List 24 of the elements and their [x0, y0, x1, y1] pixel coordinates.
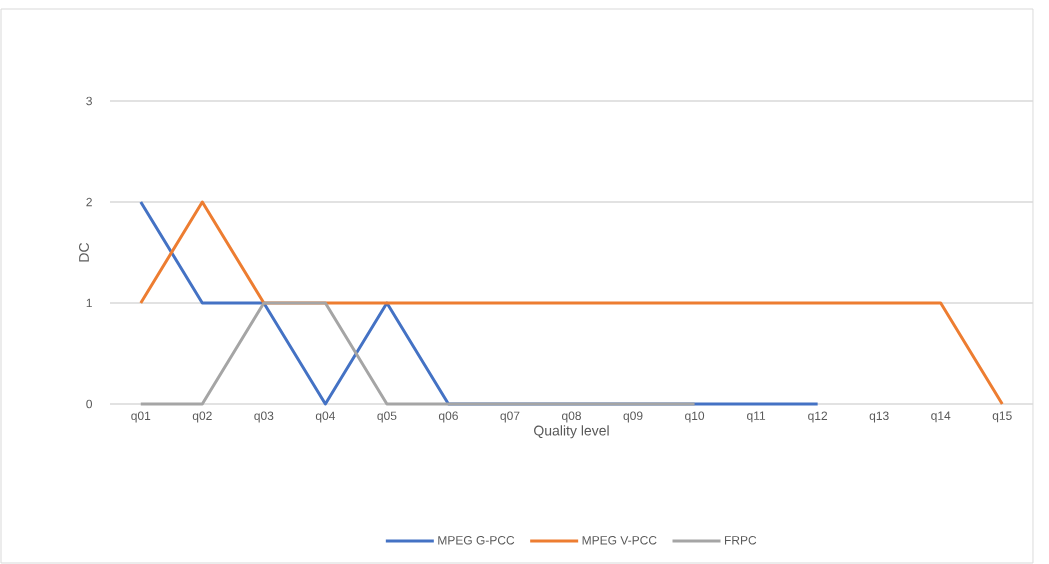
x-tick-label: q14 — [931, 411, 951, 423]
x-tick-label: q07 — [500, 411, 520, 423]
legend-label: MPEG G-PCC — [438, 536, 515, 545]
x-axis-title: Quality level — [534, 425, 609, 439]
x-tick-label: q12 — [808, 411, 828, 423]
x-tick-label: q15 — [992, 411, 1012, 423]
y-tick-label: 0 — [86, 399, 93, 409]
y-tick-label: 1 — [86, 298, 92, 308]
x-tick-label: q13 — [869, 411, 889, 423]
y-tick-label: 2 — [86, 197, 92, 207]
legend-label: FRPC — [725, 536, 757, 545]
y-axis-title: DC — [79, 242, 89, 262]
x-tick-label: q11 — [747, 411, 766, 423]
x-tick-label: q01 — [131, 411, 151, 423]
y-tick-label: 3 — [86, 96, 92, 106]
x-tick-label: q05 — [377, 411, 397, 423]
x-tick-label: q04 — [315, 411, 336, 423]
legend-label: MPEG V-PCC — [582, 536, 657, 545]
x-tick-label: q03 — [254, 411, 274, 423]
x-tick-label: q10 — [685, 411, 705, 423]
x-tick-label: q09 — [623, 411, 643, 423]
x-tick-label: q02 — [192, 411, 212, 423]
x-tick-label: q06 — [438, 411, 458, 423]
x-tick-label: q08 — [562, 411, 581, 423]
